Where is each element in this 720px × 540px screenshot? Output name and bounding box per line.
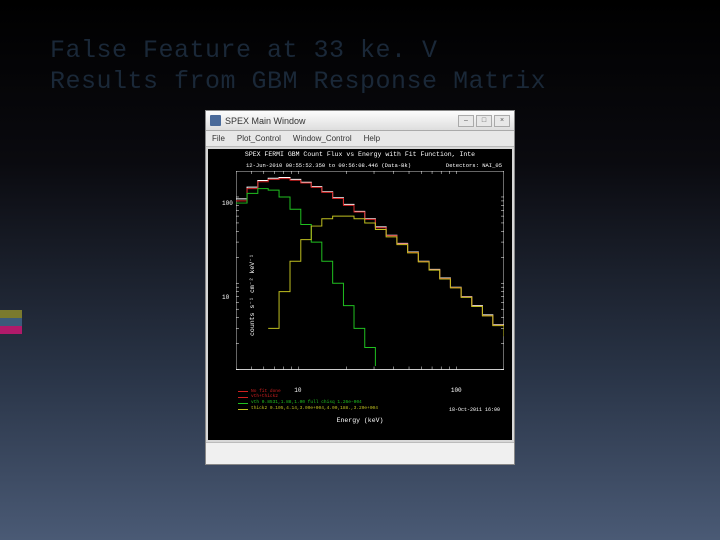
x-tick-label: 10 — [294, 387, 301, 394]
legend-text: thick2 0.105,4.14,3.00e+004,4.00,188.,3.… — [251, 406, 378, 412]
legend-swatch — [238, 403, 248, 404]
accent-bar — [0, 310, 22, 318]
app-window: SPEX Main Window – □ × File Plot_Control… — [205, 110, 515, 465]
titlebar[interactable]: SPEX Main Window – □ × — [206, 111, 514, 131]
legend: No fit donevth+thick2vth 0.8531,1.88,1.0… — [238, 389, 378, 412]
menu-window[interactable]: Window_Control — [293, 134, 352, 143]
menu-plot[interactable]: Plot_Control — [237, 134, 281, 143]
accent-bar — [0, 326, 22, 334]
window-controls: – □ × — [458, 115, 510, 127]
title-line-2: Results from GBM Response Matrix — [50, 66, 546, 97]
minimize-button[interactable]: – — [458, 115, 474, 127]
window-title: SPEX Main Window — [225, 116, 458, 126]
chart-svg — [236, 171, 504, 370]
title-line-1: False Feature at 33 ke. V — [50, 35, 546, 66]
x-tick-label: 100 — [451, 387, 462, 394]
accent-bars — [0, 310, 22, 334]
maximize-button[interactable]: □ — [476, 115, 492, 127]
accent-bar — [0, 318, 22, 326]
x-axis-label: Energy (keV) — [337, 417, 384, 424]
legend-swatch — [238, 409, 248, 410]
legend-item: thick2 0.105,4.14,3.00e+004,4.00,188.,3.… — [238, 406, 378, 412]
y-tick-label: 100 — [222, 200, 233, 207]
legend-swatch — [238, 391, 248, 392]
app-icon — [210, 115, 221, 126]
menu-help[interactable]: Help — [364, 134, 380, 143]
plot-area: SPEX FERMI GBM Count Flux vs Energy with… — [208, 149, 512, 440]
footer-bar — [206, 442, 514, 464]
plot-subtitle-right: Detectors: NAI_05 — [446, 162, 502, 169]
menubar: File Plot_Control Window_Control Help — [206, 131, 514, 147]
datestamp: 18-Oct-2011 16:00 — [449, 407, 500, 413]
slide-title: False Feature at 33 ke. V Results from G… — [50, 35, 546, 98]
plot-title: SPEX FERMI GBM Count Flux vs Energy with… — [216, 151, 504, 158]
legend-swatch — [238, 397, 248, 398]
menu-file[interactable]: File — [212, 134, 225, 143]
close-button[interactable]: × — [494, 115, 510, 127]
plot-subtitle-left: 12-Jun-2010 00:55:52.350 to 00:56:08.446… — [246, 162, 411, 169]
y-tick-label: 10 — [222, 294, 229, 301]
